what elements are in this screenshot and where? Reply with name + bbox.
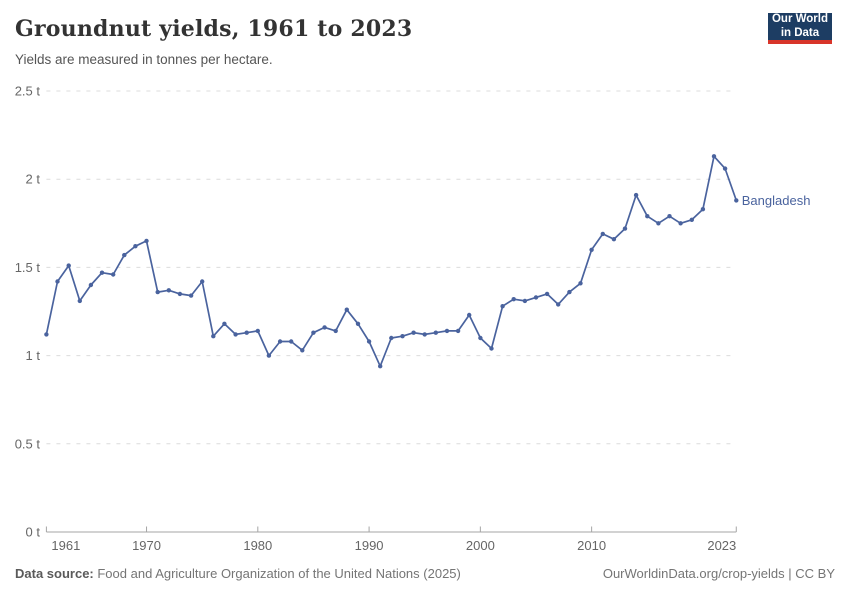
data-point[interactable] (266, 353, 272, 358)
data-point[interactable] (567, 289, 572, 295)
x-tick-label: 1961 (51, 538, 80, 553)
data-point[interactable] (478, 335, 483, 341)
x-tick-label: 1970 (132, 538, 161, 553)
data-point[interactable] (522, 298, 528, 304)
data-point[interactable] (633, 192, 639, 198)
data-point[interactable] (722, 166, 728, 171)
data-point[interactable] (311, 330, 316, 335)
data-point[interactable] (378, 364, 383, 369)
x-tick-label: 1980 (243, 538, 272, 553)
data-point[interactable] (366, 339, 372, 344)
entity-label[interactable]: Bangladesh (742, 193, 811, 208)
data-point[interactable] (544, 291, 550, 297)
page-title: Groundnut yields, 1961 to 2023 (15, 16, 413, 42)
x-tick-label: 2010 (577, 538, 606, 553)
data-point[interactable] (44, 332, 49, 337)
data-point[interactable] (188, 293, 194, 298)
data-point[interactable] (155, 289, 160, 295)
data-point[interactable] (244, 330, 249, 335)
y-tick-label: 0 t (26, 525, 41, 540)
data-point[interactable] (289, 339, 294, 344)
data-point[interactable] (255, 328, 260, 334)
data-point[interactable] (578, 281, 583, 286)
data-point[interactable] (77, 298, 83, 304)
data-point[interactable] (511, 297, 516, 302)
data-point[interactable] (656, 221, 661, 226)
data-point[interactable] (233, 332, 238, 337)
data-point[interactable] (589, 247, 594, 252)
y-tick-label: 1.5 t (15, 260, 41, 275)
data-point[interactable] (211, 334, 216, 339)
data-point[interactable] (678, 221, 683, 226)
data-point[interactable] (88, 282, 94, 288)
data-source-note: Data source: Food and Agriculture Organi… (15, 566, 461, 581)
data-point[interactable] (222, 321, 227, 326)
data-point[interactable] (667, 214, 672, 219)
x-tick-label: 2000 (466, 538, 495, 553)
x-tick-label: 2023 (707, 538, 736, 553)
data-point[interactable] (133, 244, 138, 249)
data-point[interactable] (422, 332, 427, 337)
data-point[interactable] (55, 279, 60, 284)
data-point[interactable] (433, 330, 438, 335)
data-point[interactable] (700, 207, 706, 212)
data-point[interactable] (277, 339, 283, 344)
owid-logo[interactable]: Our World in Data (768, 13, 832, 44)
data-point[interactable] (177, 291, 183, 297)
data-point[interactable] (389, 335, 394, 341)
data-point[interactable] (467, 312, 472, 318)
data-point[interactable] (556, 302, 561, 307)
owid-citation-link[interactable]: OurWorldinData.org/crop-yields | CC BY (602, 566, 835, 581)
data-point[interactable] (300, 348, 305, 353)
owid-logo-text: Our World in Data (771, 12, 828, 39)
data-point[interactable] (711, 154, 717, 159)
data-point[interactable] (411, 330, 416, 335)
y-tick-label: 2 t (26, 172, 41, 187)
data-point[interactable] (344, 307, 349, 312)
y-tick-label: 1 t (26, 348, 41, 363)
y-tick-label: 0.5 t (15, 436, 41, 451)
data-point[interactable] (66, 263, 71, 268)
data-point[interactable] (622, 226, 628, 231)
data-point[interactable] (99, 270, 105, 275)
data-point[interactable] (734, 198, 739, 203)
series-line[interactable] (45, 155, 738, 368)
chart-footer: Data source: Food and Agriculture Organi… (15, 566, 835, 581)
data-point[interactable] (122, 252, 127, 258)
data-point[interactable] (444, 328, 450, 334)
data-point[interactable] (600, 231, 605, 237)
x-tick-label: 1990 (355, 538, 384, 553)
data-point[interactable] (611, 237, 617, 242)
data-point[interactable] (144, 238, 149, 244)
data-point[interactable] (489, 346, 494, 351)
data-point[interactable] (400, 334, 405, 339)
data-point[interactable] (333, 328, 338, 334)
data-point[interactable] (166, 288, 171, 293)
data-point[interactable] (689, 217, 694, 222)
chart-subtitle: Yields are measured in tonnes per hectar… (15, 52, 273, 67)
data-point[interactable] (533, 295, 539, 300)
data-point[interactable] (455, 328, 461, 334)
data-point[interactable] (645, 214, 650, 219)
data-point[interactable] (200, 279, 205, 284)
y-tick-label: 2.5 t (15, 84, 41, 99)
data-point[interactable] (111, 272, 116, 277)
data-point[interactable] (322, 325, 327, 330)
data-point[interactable] (355, 321, 361, 326)
data-source-label: Data source: (15, 566, 94, 581)
data-point[interactable] (500, 304, 505, 309)
